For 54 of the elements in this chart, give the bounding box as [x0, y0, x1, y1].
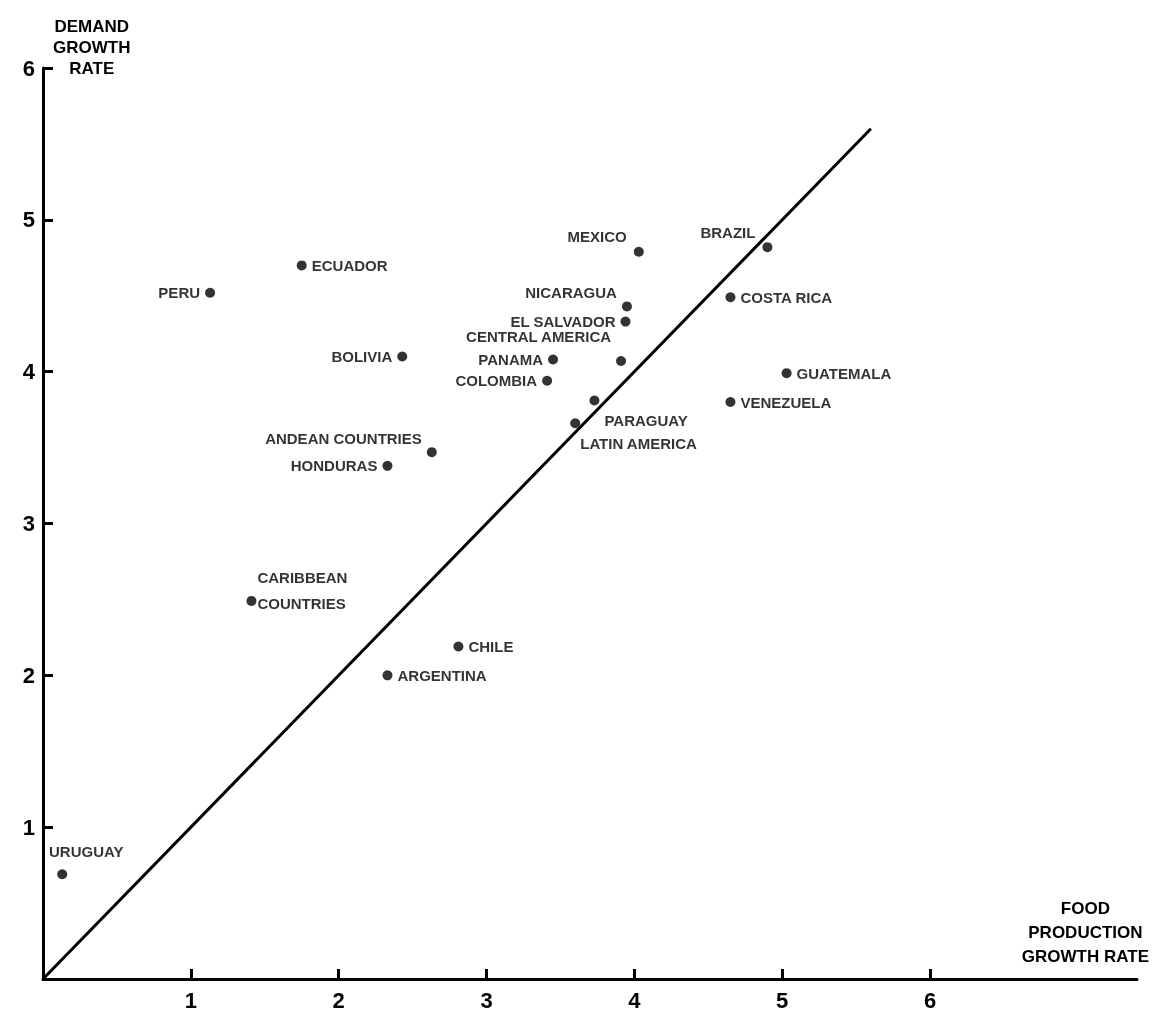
- point: [781, 368, 792, 379]
- annotation: PANAMA: [478, 351, 544, 369]
- annotation: BOLIVIA: [331, 347, 393, 365]
- annotation: PARAGUAY: [604, 412, 688, 430]
- annotation: CARIBBEAN COUNTRIES: [257, 569, 352, 613]
- point: [725, 397, 736, 408]
- annotation: VENEZUELA: [740, 393, 832, 411]
- point: [589, 395, 600, 406]
- x-tick-label: 1: [184, 987, 197, 1013]
- point: [382, 670, 393, 681]
- annotation: BRAZIL: [700, 223, 756, 241]
- point: [725, 292, 736, 303]
- annotation: GUATEMALA: [796, 364, 892, 382]
- y-tick-label: 2: [22, 662, 35, 688]
- annotation: ARGENTINA: [397, 666, 487, 684]
- point: [542, 375, 553, 386]
- annotation: MEXICO: [567, 228, 628, 246]
- x-tick-label: 5: [776, 987, 789, 1013]
- point: [205, 287, 216, 298]
- x-tick-label: 2: [332, 987, 345, 1013]
- annotation: LATIN AMERICA: [580, 434, 698, 452]
- point: [397, 351, 408, 362]
- point: [57, 869, 68, 880]
- x-axis-title: FOOD PRODUCTION GROWTH RATE: [1021, 898, 1149, 966]
- annotation: ANDEAN COUNTRIES: [265, 429, 422, 447]
- point: [616, 356, 627, 367]
- annotation: COLOMBIA: [455, 372, 538, 390]
- point: [620, 316, 631, 327]
- annotation: PERU: [158, 284, 201, 302]
- y-tick-label: 3: [22, 511, 35, 536]
- point: [633, 246, 644, 257]
- annotation: URUGUAY: [48, 843, 124, 861]
- point: [453, 641, 464, 652]
- x-tick-label: 3: [480, 987, 493, 1013]
- annotation: CHILE: [468, 637, 514, 655]
- point: [296, 260, 307, 271]
- point: [382, 460, 393, 471]
- x-tick-label: 4: [628, 987, 642, 1013]
- y-tick-label: 1: [22, 814, 35, 840]
- y-tick-label: 4: [22, 359, 36, 385]
- y-tick-label: 5: [22, 207, 35, 233]
- point: [621, 301, 632, 312]
- point: [246, 595, 257, 606]
- point: [570, 418, 581, 429]
- point: [762, 242, 773, 253]
- x-tick-label: 6: [923, 987, 937, 1013]
- annotation: NICARAGUA: [525, 283, 618, 301]
- point: [426, 447, 437, 458]
- annotation: COSTA RICA: [740, 288, 833, 306]
- y-axis-title: DEMAND GROWTH RATE: [53, 17, 131, 78]
- point: [548, 354, 559, 365]
- annotation: ECUADOR: [311, 256, 388, 274]
- annotation: HONDURAS: [290, 457, 378, 475]
- y-tick-label: 6: [22, 55, 35, 81]
